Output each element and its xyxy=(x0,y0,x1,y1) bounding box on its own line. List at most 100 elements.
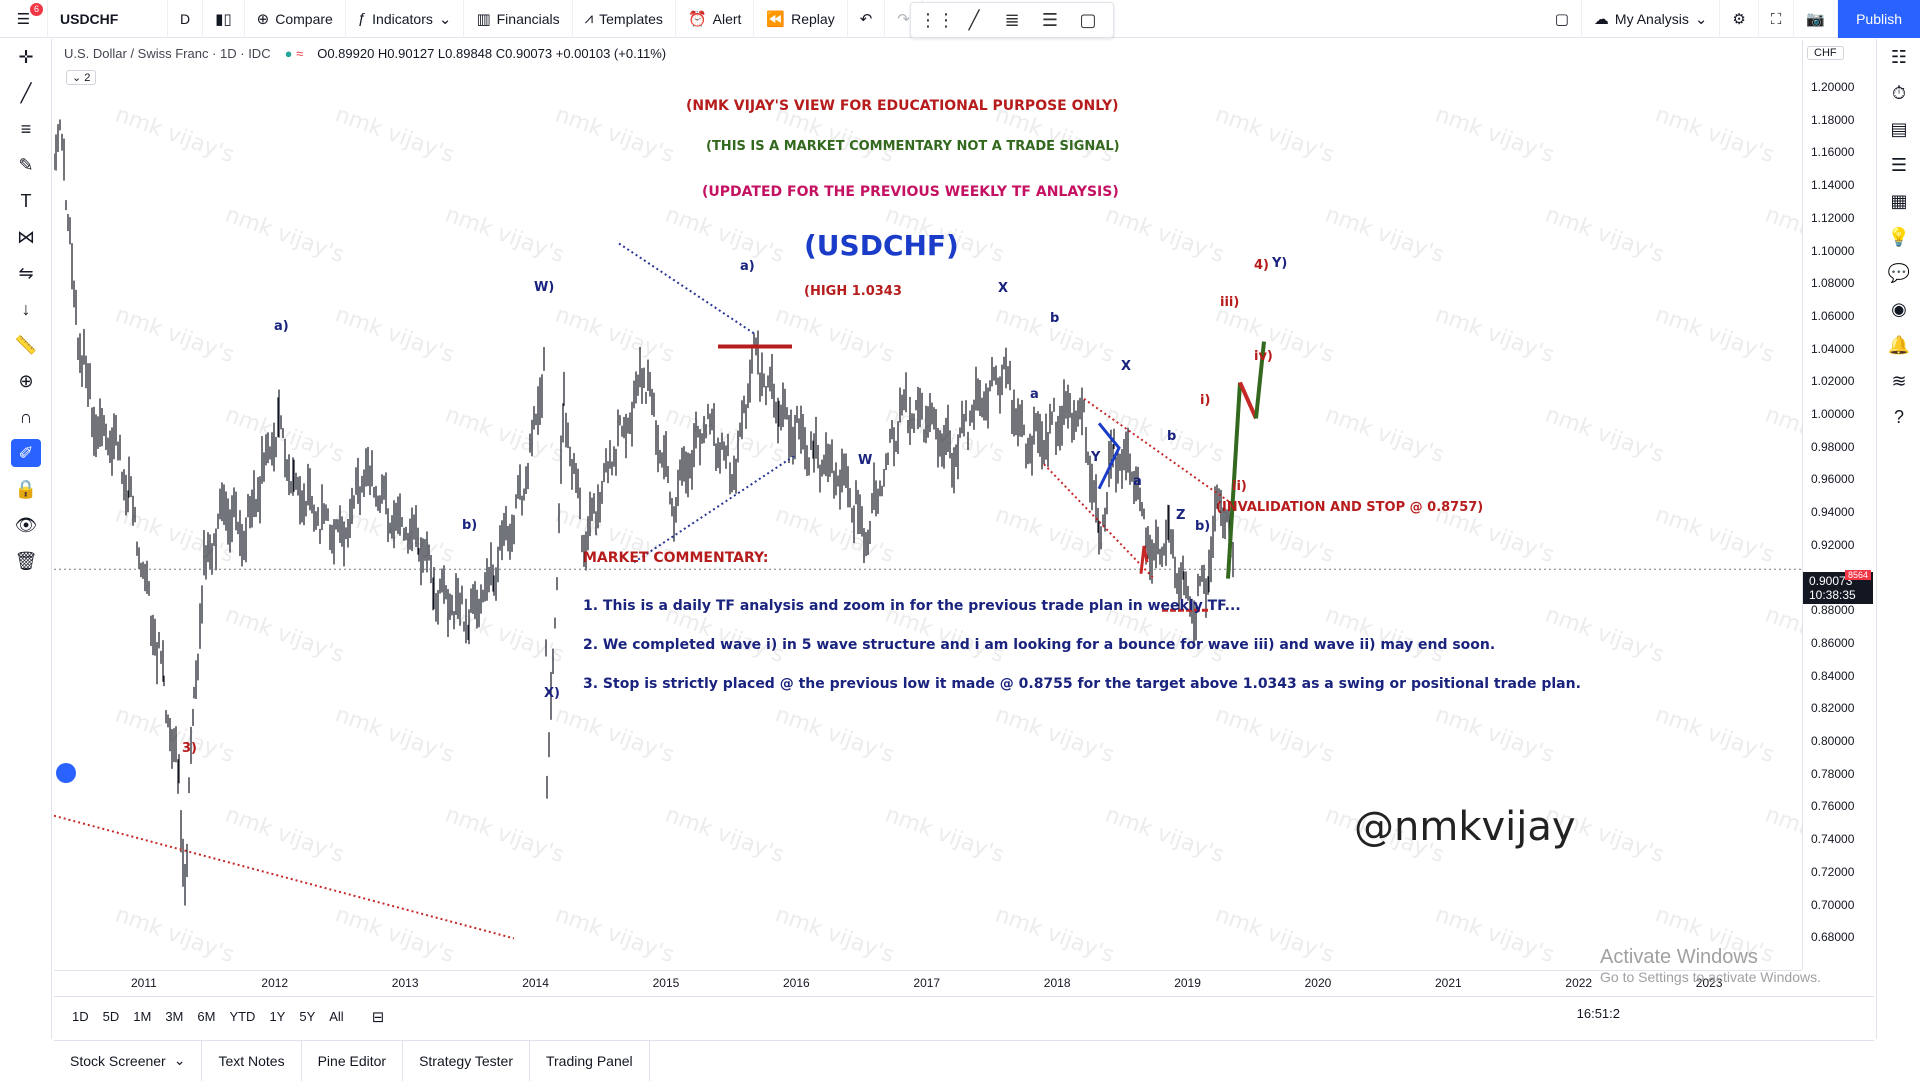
watermark-text: nmk vijay's xyxy=(1212,702,1337,768)
prediction-tool[interactable]: ⇋ xyxy=(0,255,52,291)
range-button[interactable]: 5Y xyxy=(299,1009,316,1024)
price-chart[interactable]: nmk vijay's nmk vijay's nmk vijay's nmk vij… xyxy=(53,40,1887,970)
visibility-tool[interactable]: 👁 xyxy=(0,507,52,543)
watermark-text: nmk vijay's xyxy=(772,302,897,368)
legend-collapse-button[interactable]: ⌄ 2 xyxy=(66,70,97,85)
calendar-icon: ▦ xyxy=(1890,190,1908,211)
streams-button[interactable]: ◉ xyxy=(1877,291,1920,327)
time-tick-label: 2023 xyxy=(1695,976,1723,990)
replay-button[interactable]: ⏪ Replay xyxy=(754,0,848,38)
watermark-text: nmk vijay's xyxy=(1542,602,1667,668)
watermark-text: nmk vijay's xyxy=(222,602,347,668)
watermark-text: nmk vijay's xyxy=(112,302,237,368)
bar-chart-icon: ▥ xyxy=(476,10,491,28)
arrow-tool[interactable]: ↓ xyxy=(0,291,52,327)
range-button[interactable]: 3M xyxy=(165,1009,184,1024)
help-button[interactable]: ? xyxy=(1877,399,1920,435)
settings-button[interactable]: ⚙ xyxy=(1720,0,1759,38)
tab-trading-panel[interactable]: Trading Panel xyxy=(530,1040,650,1081)
hotlist-button[interactable]: ☰ xyxy=(1877,147,1920,183)
tab-text-notes[interactable]: Text Notes xyxy=(202,1040,302,1081)
currency-label[interactable]: CHF xyxy=(1807,46,1844,60)
data-window-button[interactable]: ▤ xyxy=(1877,111,1920,147)
chat-button[interactable]: 💬 xyxy=(1877,255,1920,291)
alert-button[interactable]: ⏰ Alert xyxy=(676,0,755,38)
commentary-title: MARKET COMMENTARY: xyxy=(583,550,769,566)
watchlist-button[interactable]: ☷ xyxy=(1877,39,1920,75)
tab-strategy-tester[interactable]: Strategy Tester xyxy=(403,1040,530,1081)
crosshair-tool[interactable]: ✛ xyxy=(0,39,52,75)
dom-icon: ≋ xyxy=(1891,370,1907,391)
delete-tool[interactable]: 🗑 xyxy=(0,543,52,579)
chart-legend: U.S. Dollar / Swiss Franc · 1D · IDC ● ≈… xyxy=(64,46,666,61)
broadcast-icon: ◉ xyxy=(1891,298,1907,319)
time-scale[interactable]: 2011 2012 2013 2014 2015 2016 2017 2018 2019 2020… xyxy=(54,970,1802,994)
alert-label: Alert xyxy=(712,10,742,27)
rectangle-icon[interactable]: ▢ xyxy=(1079,9,1097,30)
layout-button[interactable]: ▢ xyxy=(1543,0,1582,38)
zoom-tool[interactable]: ⊕ xyxy=(0,363,52,399)
dom-button[interactable]: ≋ xyxy=(1877,363,1920,399)
clock[interactable]: 16:51:2 xyxy=(1576,1006,1620,1021)
measure-tool[interactable]: 📏 xyxy=(0,327,52,363)
watermark-text: nmk vijay's xyxy=(1762,402,1802,468)
range-button[interactable]: All xyxy=(329,1009,344,1024)
brush-tool[interactable]: ✎ xyxy=(0,147,52,183)
price-tick-label: 0.98000 xyxy=(1811,439,1855,454)
pattern-tool[interactable]: ⋈ xyxy=(0,219,52,255)
financials-button[interactable]: ▥ Financials xyxy=(464,0,573,38)
commentary-line: 3. Stop is strictly placed @ the previou… xyxy=(583,676,1581,692)
price-scale[interactable]: CHF 1.20000 1.18000 1.16000 1.14000 1.12000 1… xyxy=(1802,40,1874,970)
parallel-channel-icon[interactable]: ☰ xyxy=(1041,9,1059,30)
drag-handle-icon[interactable]: ⋮⋮ xyxy=(919,9,955,30)
undo-button[interactable]: ↶ xyxy=(848,0,886,38)
alarm-clock-icon: ⏰ xyxy=(687,10,707,28)
interval-button[interactable]: D xyxy=(168,0,204,38)
range-button[interactable]: 1Y xyxy=(269,1009,286,1024)
function-icon: ƒ xyxy=(357,10,367,27)
publish-button[interactable]: Publish xyxy=(1838,0,1920,38)
snapshot-button[interactable]: 📷 xyxy=(1794,0,1839,38)
price-tick-label: 0.94000 xyxy=(1811,505,1855,520)
text-tool[interactable]: T xyxy=(0,183,52,219)
range-button[interactable]: 1D xyxy=(72,1009,89,1024)
trash-icon: 🗑 xyxy=(14,550,38,571)
fullscreen-button[interactable]: ⛶ xyxy=(1759,0,1795,38)
chart-type-button[interactable]: ▮▯ xyxy=(203,0,245,38)
stay-drawing-tool[interactable]: ✐ xyxy=(0,435,52,471)
calendar-button[interactable]: ▦ xyxy=(1877,183,1920,219)
range-button[interactable]: 1M xyxy=(133,1009,152,1024)
price-tick-label: 0.92000 xyxy=(1811,537,1855,552)
watermark-text: nmk vijay's xyxy=(552,702,677,768)
time-tick-label: 2016 xyxy=(783,976,810,990)
templates-button[interactable]: ⩘ Templates xyxy=(573,0,676,38)
indicators-button[interactable]: ƒ Indicators ⌄ xyxy=(346,0,465,38)
range-button[interactable]: 5D xyxy=(102,1009,120,1024)
fib-tool[interactable]: ≡ xyxy=(0,111,52,147)
notifications-button[interactable]: 🔔 xyxy=(1877,327,1920,363)
cloud-icon: ☁ xyxy=(1593,11,1609,28)
symbol-title[interactable]: U.S. Dollar / Swiss Franc · 1D · IDC xyxy=(64,46,271,61)
triangle-pattern xyxy=(1097,422,1121,490)
tab-stock-screener[interactable]: Stock Screener ⌄ xyxy=(54,1040,203,1081)
range-button[interactable]: 6M xyxy=(197,1009,216,1024)
main-menu-button[interactable]: ☰ 6 xyxy=(0,0,48,38)
price-tick-label: 0.76000 xyxy=(1811,799,1855,814)
magnet-tool[interactable]: ∩ xyxy=(0,399,52,435)
ideas-button[interactable]: 💡 xyxy=(1877,219,1920,255)
compare-button[interactable]: ⊕ Compare xyxy=(245,0,346,38)
tab-pine-editor[interactable]: Pine Editor xyxy=(302,1040,404,1081)
my-analysis-button[interactable]: ☁ My Analysis ⌄ xyxy=(1582,0,1721,38)
goto-date-icon[interactable]: ⊟ xyxy=(371,1008,385,1026)
fib-icon[interactable]: ≣ xyxy=(1004,9,1020,30)
range-button[interactable]: YTD xyxy=(229,1009,256,1024)
trend-line-icon[interactable]: ╱ xyxy=(968,9,980,30)
time-tick-label: 2014 xyxy=(522,976,549,990)
tab-label: Strategy Tester xyxy=(419,1052,513,1069)
trend-line-tool[interactable]: ╱ xyxy=(0,75,52,111)
alerts-panel-button[interactable]: ⏱ xyxy=(1877,75,1920,111)
lock-tool[interactable]: 🔒 xyxy=(0,471,52,507)
chevron-down-icon: ⌄ xyxy=(173,1052,186,1068)
chart-pane[interactable]: nmk vijay's nmk vijay's nmk vijay's nmk vij… xyxy=(53,40,1887,970)
symbol-search-button[interactable]: USDCHF xyxy=(48,0,168,38)
